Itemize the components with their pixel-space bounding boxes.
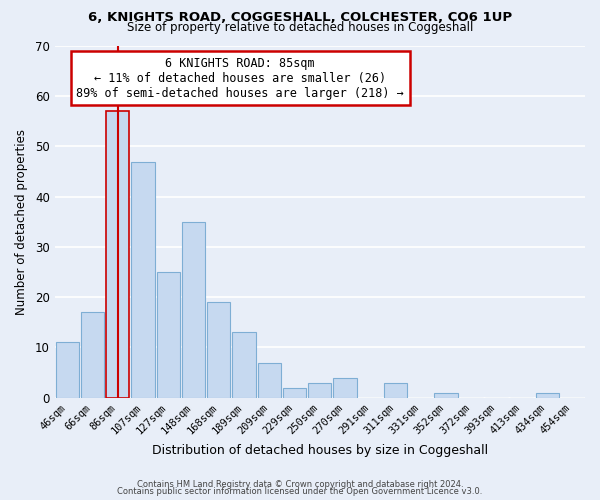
X-axis label: Distribution of detached houses by size in Coggeshall: Distribution of detached houses by size … bbox=[152, 444, 488, 458]
Bar bbox=[131, 162, 155, 398]
Text: 6 KNIGHTS ROAD: 85sqm
← 11% of detached houses are smaller (26)
89% of semi-deta: 6 KNIGHTS ROAD: 85sqm ← 11% of detached … bbox=[76, 56, 404, 100]
Bar bbox=[334, 378, 357, 398]
Y-axis label: Number of detached properties: Number of detached properties bbox=[15, 129, 28, 315]
Bar bbox=[258, 362, 281, 398]
Bar bbox=[106, 112, 130, 398]
Bar bbox=[157, 272, 180, 398]
Bar bbox=[56, 342, 79, 398]
Bar bbox=[207, 302, 230, 398]
Text: 6, KNIGHTS ROAD, COGGESHALL, COLCHESTER, CO6 1UP: 6, KNIGHTS ROAD, COGGESHALL, COLCHESTER,… bbox=[88, 11, 512, 24]
Text: Size of property relative to detached houses in Coggeshall: Size of property relative to detached ho… bbox=[127, 21, 473, 34]
Bar bbox=[232, 332, 256, 398]
Bar bbox=[81, 312, 104, 398]
Bar bbox=[384, 382, 407, 398]
Bar bbox=[434, 392, 458, 398]
Text: Contains HM Land Registry data © Crown copyright and database right 2024.: Contains HM Land Registry data © Crown c… bbox=[137, 480, 463, 489]
Bar bbox=[283, 388, 306, 398]
Text: Contains public sector information licensed under the Open Government Licence v3: Contains public sector information licen… bbox=[118, 487, 482, 496]
Bar bbox=[536, 392, 559, 398]
Bar bbox=[182, 222, 205, 398]
Bar bbox=[308, 382, 331, 398]
